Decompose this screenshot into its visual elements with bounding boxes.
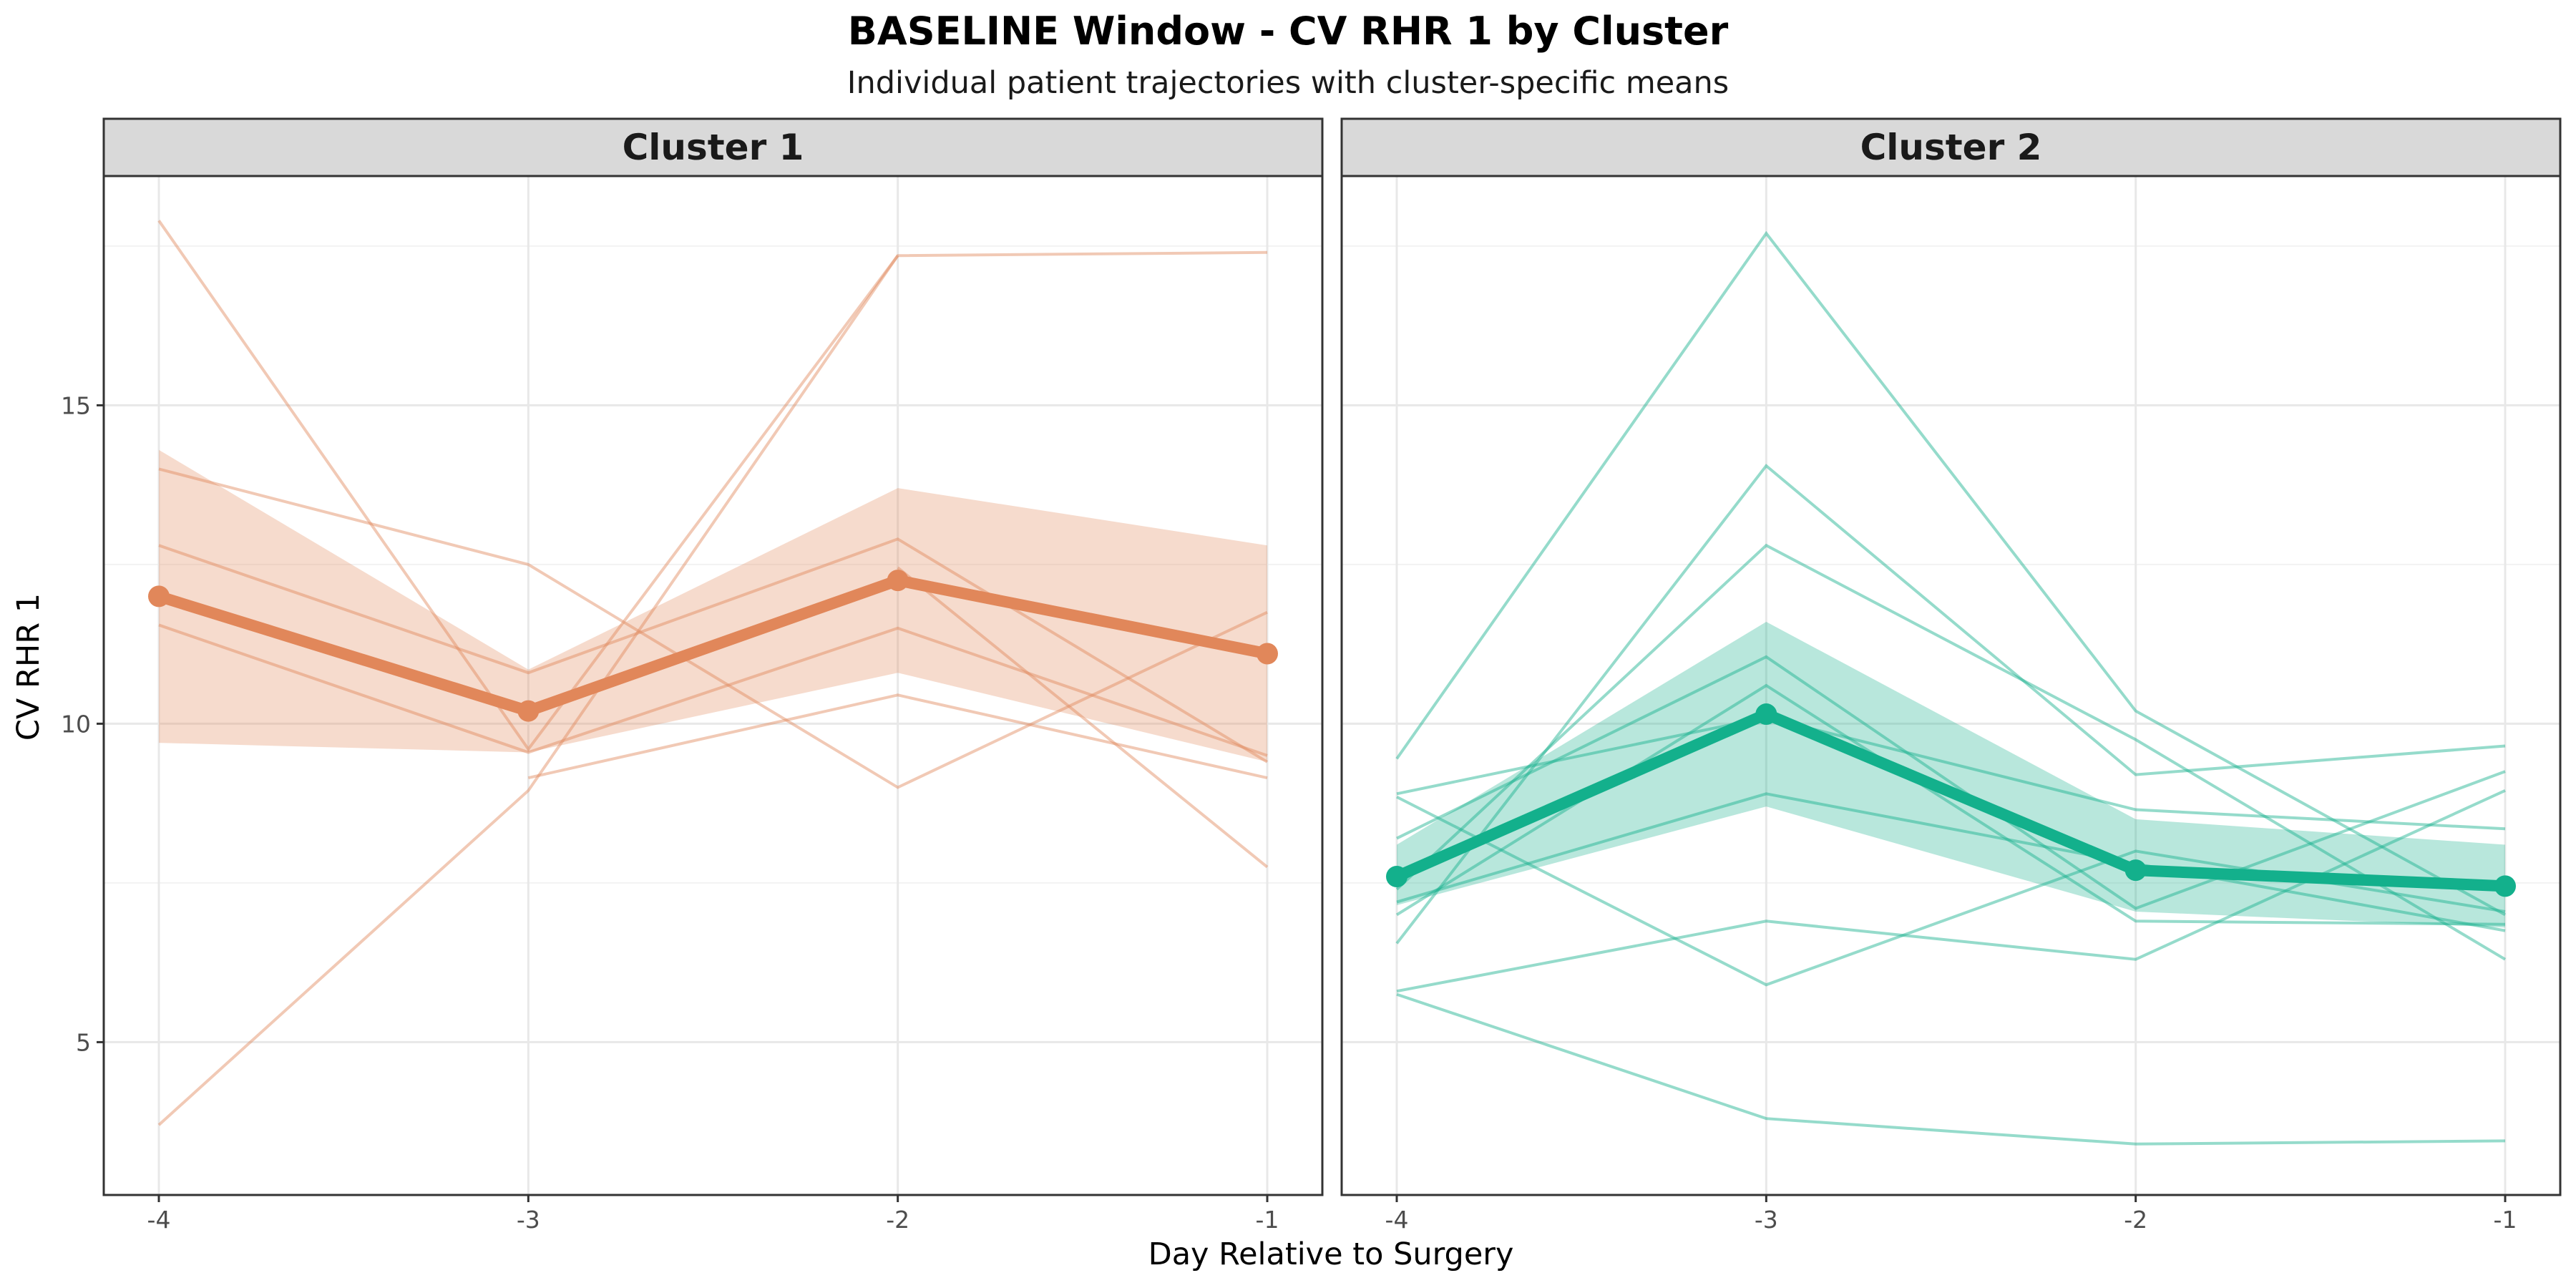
chart-subtitle: Individual patient trajectories with clu…	[847, 65, 1729, 101]
cluster-mean-point	[1755, 703, 1777, 726]
facet-strip	[1340, 117, 2562, 177]
individual-trajectories	[157, 220, 1269, 1126]
x-tick-label: -3	[1755, 1206, 1778, 1234]
x-tick-label: -3	[517, 1206, 540, 1234]
cluster-mean-point	[517, 700, 540, 722]
cluster-mean-point	[887, 570, 909, 592]
individual-trajectory	[1396, 716, 2506, 831]
cluster-mean-point	[2494, 875, 2516, 897]
x-tick-label: -2	[886, 1206, 909, 1234]
cluster-mean-line	[157, 575, 1269, 717]
cluster-mean-line	[1394, 708, 2506, 892]
x-axis-title: Day Relative to Surgery	[1148, 1236, 1514, 1272]
panel-cluster-2: Cluster 2 -4 -3 -2 -1	[1340, 117, 2562, 1234]
individual-trajectory	[1396, 792, 2506, 932]
individual-trajectory	[1396, 655, 2506, 910]
y-tick-label: 10	[61, 710, 91, 738]
panel-background	[104, 176, 1322, 1195]
gridlines	[104, 176, 1322, 1195]
cluster-mean-point	[148, 585, 170, 608]
individual-trajectory	[1396, 992, 2506, 1146]
x-tick-label: -1	[2494, 1206, 2517, 1234]
individual-trajectory	[1395, 464, 2506, 945]
individual-trajectory	[157, 255, 899, 1126]
x-tick-label: -4	[147, 1206, 171, 1234]
cluster-mean-point	[2124, 859, 2147, 882]
individual-trajectory	[1395, 543, 2507, 961]
x-tick-label: -4	[1385, 1206, 1409, 1234]
individual-trajectory	[157, 220, 1268, 752]
x-tick-label: -2	[2124, 1206, 2147, 1234]
panel-background	[1342, 176, 2560, 1195]
individual-trajectory	[897, 566, 1269, 869]
facet-panels: Cluster 1 -4 -3 -2 -1 5 10 15 Cluster 2 -4 -3 -2 -1	[61, 117, 2562, 1234]
cluster-mean-point	[1386, 866, 1407, 887]
individual-trajectory	[158, 623, 1268, 757]
x-tick-label: -1	[1256, 1206, 1279, 1234]
chart-title: BASELINE Window - CV RHR 1 by Cluster	[848, 9, 1729, 54]
y-tick-label: 5	[76, 1028, 91, 1056]
individual-trajectory	[527, 693, 1268, 780]
confidence-ribbon	[1397, 622, 2505, 928]
individual-trajectory	[158, 537, 1269, 763]
individual-trajectory	[1395, 230, 2506, 917]
facet-strip-label: Cluster 1	[623, 127, 804, 168]
panel-cluster-1: Cluster 1 -4 -3 -2 -1 5 10 15	[61, 117, 1324, 1234]
cluster-mean-point	[1257, 643, 1278, 665]
y-axis-title: CV RHR 1	[11, 593, 47, 741]
facet-strip	[102, 117, 1324, 177]
y-tick-label: 15	[61, 391, 91, 419]
individual-trajectory	[158, 467, 1268, 789]
facet-strip-label: Cluster 2	[1860, 127, 2042, 168]
